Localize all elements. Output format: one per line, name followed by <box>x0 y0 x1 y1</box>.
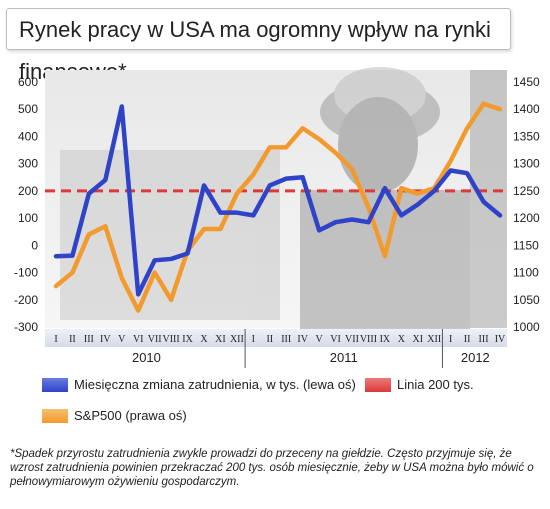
left-tick-label: 0 <box>31 238 38 252</box>
right-tick-label: 1200 <box>513 211 540 225</box>
month-label: IV <box>297 334 308 345</box>
month-label: V <box>315 334 323 345</box>
legend: Miesięczna zmiana zatrudnienia, w tys. (… <box>42 372 512 432</box>
legend-item-line200: Linia 200 tys. <box>365 377 474 392</box>
left-tick-label: 400 <box>18 129 38 143</box>
month-axis-strip: I II III IV V VI VII VIII IX X XI XII I II III IV V VI VII… <box>45 329 507 368</box>
month-label: V <box>118 334 126 345</box>
month-label: III <box>281 334 291 345</box>
month-label: IV <box>100 334 111 345</box>
month-label: I <box>54 334 57 345</box>
year-label: 2011 <box>330 350 358 365</box>
year-label: 2010 <box>132 350 161 365</box>
photo-worker <box>60 67 507 330</box>
month-label: II <box>69 334 76 345</box>
month-label: II <box>464 334 471 345</box>
series-group <box>45 101 507 313</box>
left-tick-label: -300 <box>14 320 38 334</box>
month-label: VII <box>148 334 162 345</box>
year-label: 2012 <box>461 350 490 365</box>
left-tick-label: -100 <box>14 266 38 280</box>
left-tick-label: 500 <box>18 102 38 116</box>
footnote: *Spadek przyrostu zatrudnienia zwykle pr… <box>10 448 534 488</box>
left-tick-label: -200 <box>14 293 38 307</box>
series-employment-line <box>53 104 503 297</box>
month-label: XII <box>230 334 244 345</box>
legend-label-sp500: S&P500 (prawa oś) <box>74 408 187 423</box>
month-label: XI <box>412 334 423 345</box>
right-tick-label: 1100 <box>513 266 539 280</box>
month-label: X <box>398 334 406 345</box>
chart-title: Rynek pracy w USA ma ogromny wpływ na ry… <box>6 8 511 84</box>
legend-swatch-line200 <box>365 377 391 392</box>
left-tick-label: 300 <box>18 157 38 171</box>
month-label: XII <box>427 334 441 345</box>
left-tick-label: 200 <box>18 184 38 198</box>
right-tick-label: 1300 <box>513 157 540 171</box>
month-label: IV <box>495 334 506 345</box>
legend-swatch-sp500 <box>42 408 68 423</box>
month-label: VII <box>345 334 359 345</box>
month-label: III <box>84 334 94 345</box>
month-label: XI <box>215 334 226 345</box>
right-axis: 1450 1400 1350 1300 1250 1200 1150 1100 1050 1000 <box>513 75 540 334</box>
right-tick-label: 1050 <box>513 293 540 307</box>
month-label: X <box>200 334 208 345</box>
month-label: VIII <box>360 334 377 345</box>
right-tick-label: 1250 <box>513 184 540 198</box>
left-axis: 600 500 400 300 200 100 0 -100 -200 -300 <box>14 75 38 334</box>
legend-item-sp500: S&P500 (prawa oś) <box>42 408 187 423</box>
legend-item-employment: Miesięczna zmiana zatrudnienia, w tys. (… <box>42 377 356 392</box>
right-tick-label: 1400 <box>513 102 540 116</box>
month-label: II <box>266 334 273 345</box>
right-tick-label: 1450 <box>513 75 540 89</box>
legend-label-employment: Miesięczna zmiana zatrudnienia, w tys. (… <box>74 377 356 392</box>
month-label: IX <box>380 334 391 345</box>
left-tick-label: 600 <box>18 75 38 89</box>
month-label: VI <box>133 334 144 345</box>
month-label: VI <box>330 334 341 345</box>
series-sp500-line <box>53 101 503 313</box>
month-label: I <box>252 334 255 345</box>
month-label: I <box>449 334 452 345</box>
month-label: III <box>479 334 489 345</box>
legend-swatch-employment <box>42 377 68 392</box>
month-label: VIII <box>163 334 180 345</box>
right-tick-label: 1150 <box>513 238 539 252</box>
right-tick-label: 1000 <box>513 320 540 334</box>
month-strip-background <box>45 329 507 347</box>
legend-label-line200: Linia 200 tys. <box>397 377 474 392</box>
right-tick-label: 1350 <box>513 129 540 143</box>
month-label: IX <box>182 334 193 345</box>
left-tick-label: 100 <box>18 211 38 225</box>
